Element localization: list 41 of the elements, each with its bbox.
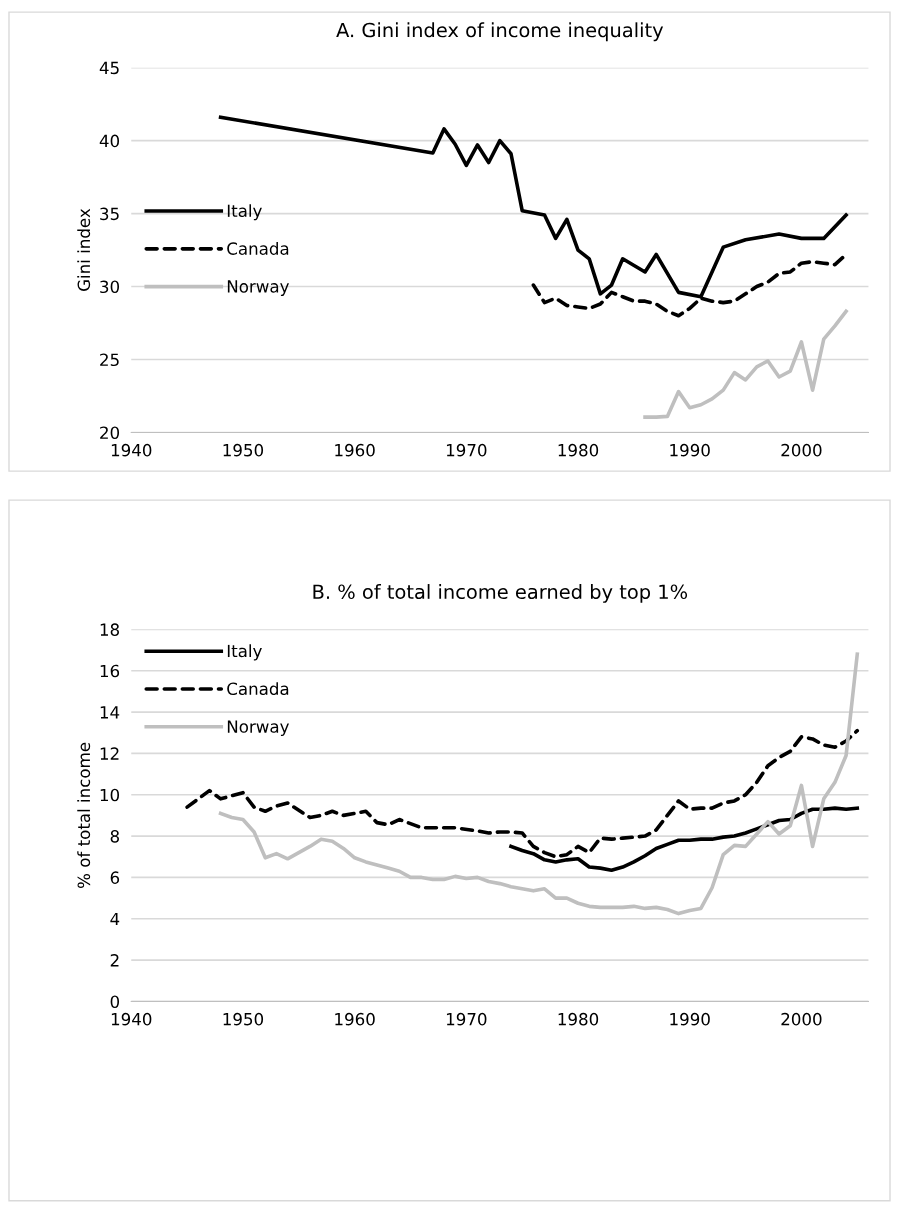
y-tick-label: 45 xyxy=(99,61,119,75)
x-tick-label: 1970 xyxy=(446,1012,487,1026)
x-tick-label: 1940 xyxy=(111,443,152,457)
y-tick-label: 0 xyxy=(110,995,120,1008)
y-tick-label: 25 xyxy=(100,353,119,367)
y-tick-label: 14 xyxy=(100,706,120,719)
line-series xyxy=(643,309,848,419)
legend-label: Norway xyxy=(227,280,289,296)
y-tick-label: 4 xyxy=(110,912,120,926)
y-tick-label: 2 xyxy=(110,954,119,967)
x-tick-label: 2000 xyxy=(781,1012,822,1026)
legend-label: Italy xyxy=(227,204,262,221)
y-tick-label: 10 xyxy=(100,788,120,802)
y-tick-label: 6 xyxy=(110,871,120,884)
chart-title: A. Gini index of income inequality xyxy=(336,22,664,42)
x-tick-label: 1950 xyxy=(223,1012,264,1026)
y-axis-title: Gini index xyxy=(77,208,91,291)
x-tick-label: 1990 xyxy=(670,1012,710,1026)
x-tick-label: 1960 xyxy=(335,1012,375,1026)
legend-label: Canada xyxy=(227,241,289,255)
y-tick-label: 16 xyxy=(100,664,120,678)
legend-label: Norway xyxy=(227,720,289,737)
x-tick-label: 1980 xyxy=(558,1012,599,1026)
x-tick-label: 1990 xyxy=(670,443,710,457)
x-tick-label: 1960 xyxy=(335,443,375,457)
chart-title: B. % of total income earned by top 1% xyxy=(313,584,688,603)
x-tick-label: 1950 xyxy=(223,443,264,457)
y-tick-label: 8 xyxy=(110,830,119,843)
y-tick-label: 30 xyxy=(100,280,120,294)
y-tick-label: 18 xyxy=(100,623,119,636)
x-tick-label: 1970 xyxy=(446,443,487,457)
y-tick-label: 35 xyxy=(100,207,119,221)
y-axis-title: % of total income xyxy=(77,742,91,888)
x-tick-label: 1940 xyxy=(111,1012,152,1026)
y-tick-label: 12 xyxy=(100,747,119,760)
x-tick-label: 1980 xyxy=(558,443,599,457)
legend-label: Italy xyxy=(227,644,262,661)
y-tick-label: 40 xyxy=(99,134,120,148)
x-tick-label: 2000 xyxy=(781,443,822,457)
y-tick-label: 20 xyxy=(100,426,120,440)
legend-label: Canada xyxy=(227,682,289,696)
